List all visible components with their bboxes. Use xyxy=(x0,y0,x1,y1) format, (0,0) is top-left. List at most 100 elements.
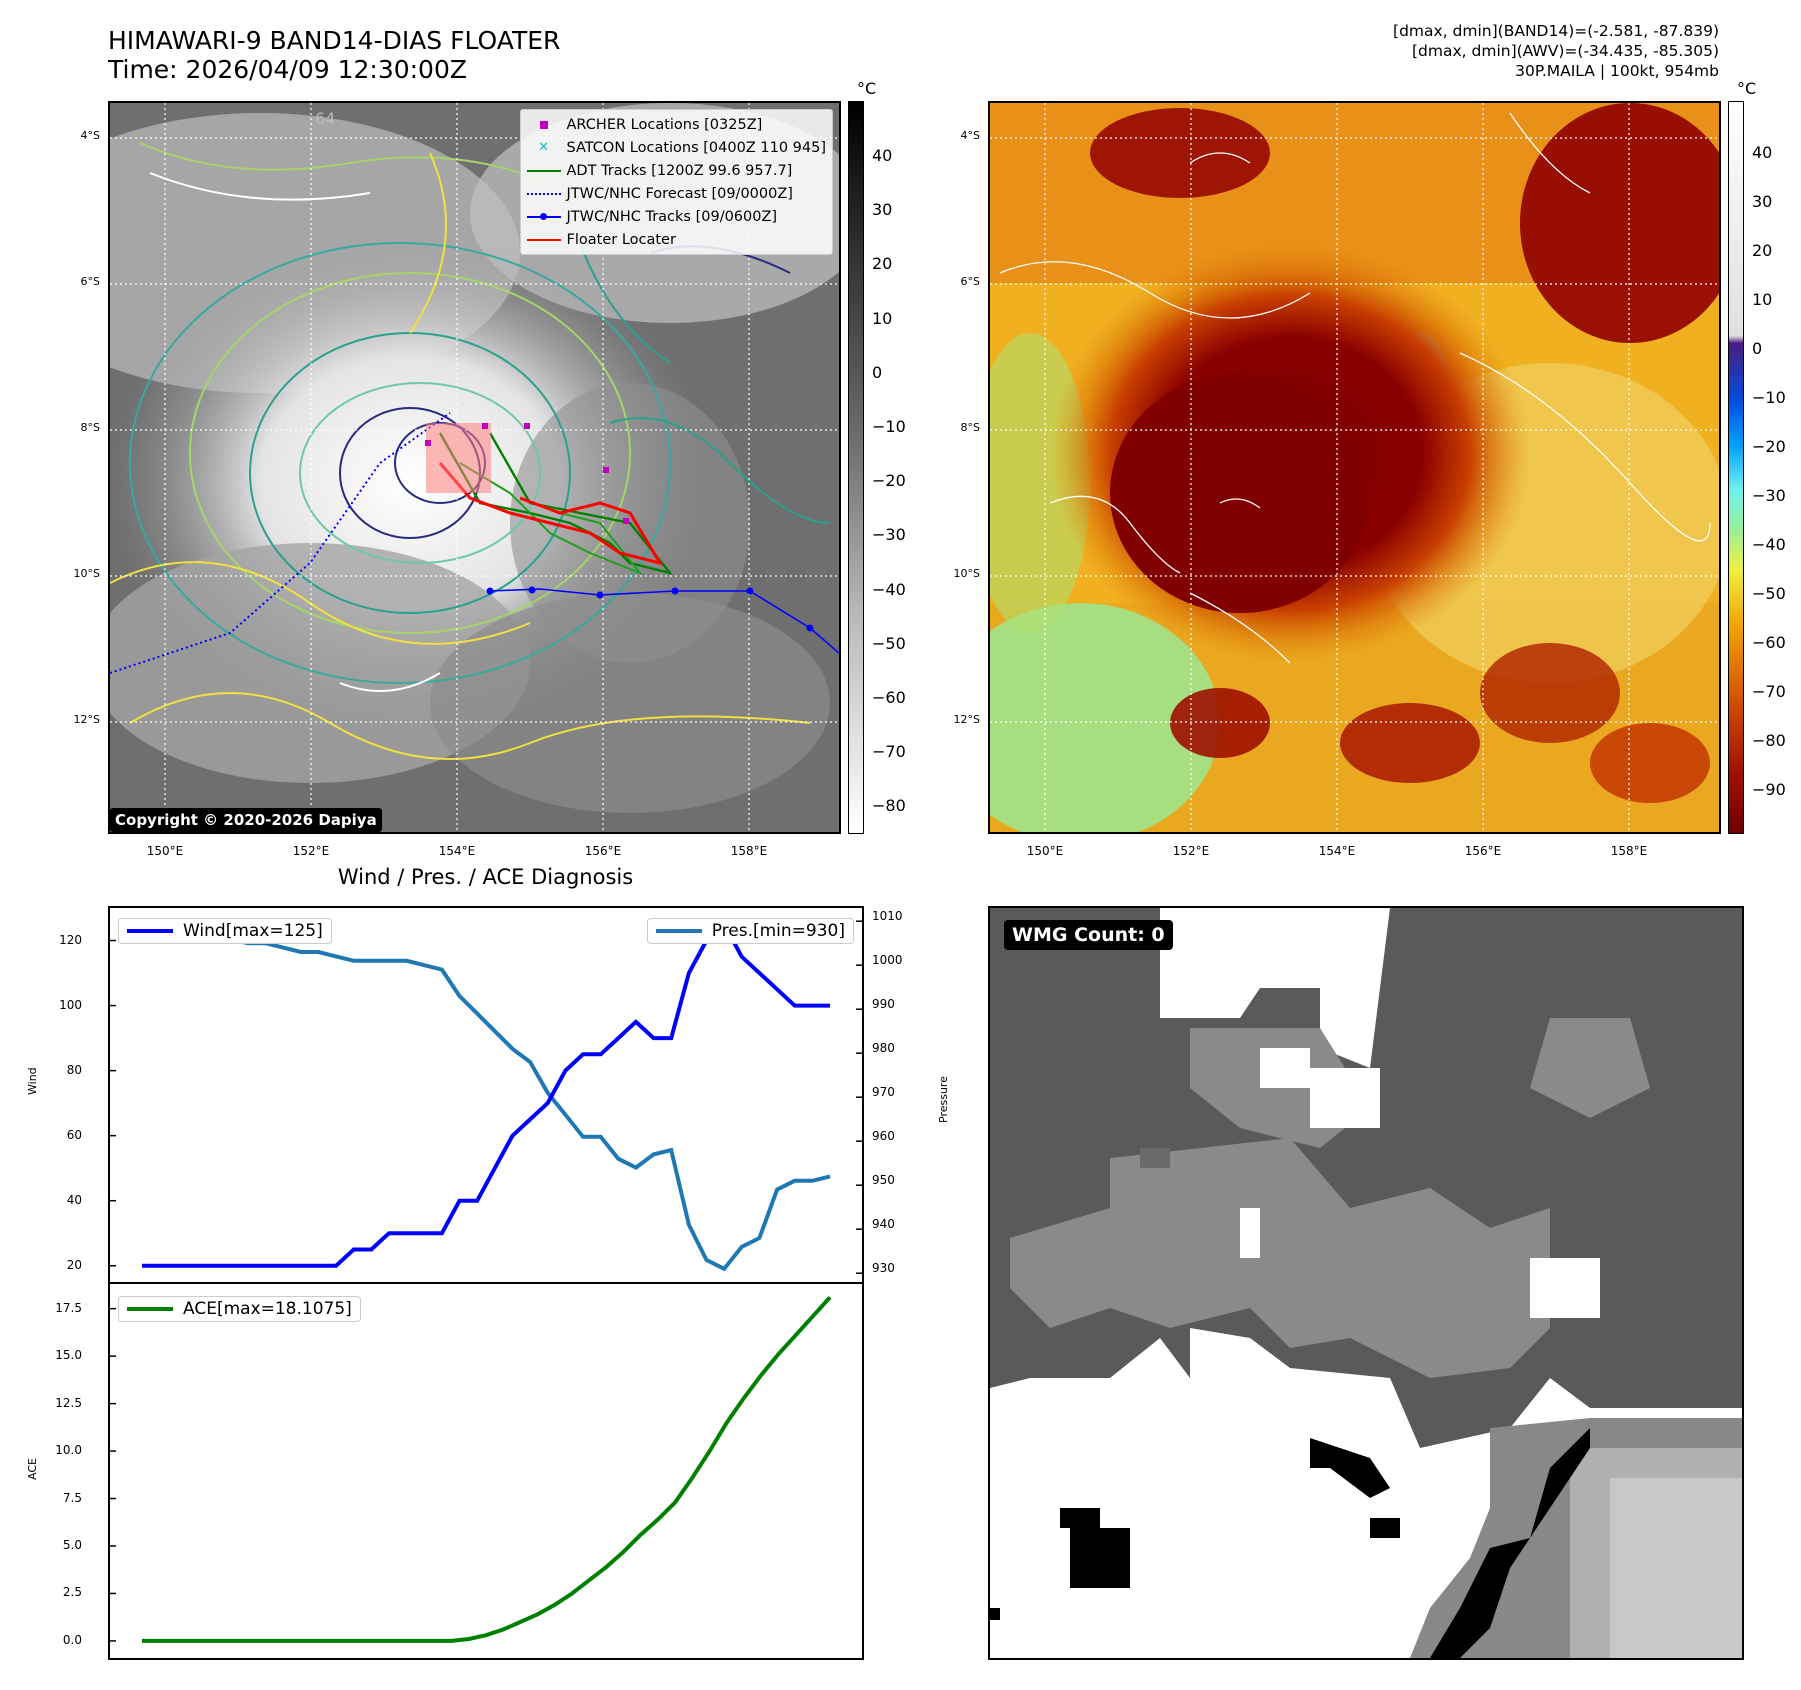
legend-floater: Floater Locater xyxy=(526,228,826,251)
axis-tick-label: 930 xyxy=(872,1260,895,1275)
figure-title-line1: HIMAWARI-9 BAND14-DIAS FLOATER xyxy=(108,26,561,55)
legend-tracks: JTWC/NHC Tracks [09/0600Z] xyxy=(526,205,826,228)
ace-axis-label: ACE xyxy=(26,1458,39,1480)
colorbar-tick-label: 30 xyxy=(872,200,893,220)
colorbar-tick-label: 10 xyxy=(872,308,893,328)
wmg-count-badge: WMG Count: 0 xyxy=(1004,920,1173,950)
colorbar-tick-label: 0 xyxy=(872,362,883,382)
lat-label: 12°S xyxy=(953,713,980,726)
colorbar-tick-label: −60 xyxy=(1752,633,1786,652)
wmg-image xyxy=(990,908,1742,1658)
ace-line-icon xyxy=(127,1307,173,1311)
awv-map-panel xyxy=(988,101,1721,834)
lon-label: 150°E xyxy=(1026,844,1064,858)
lat-label: 10°S xyxy=(953,567,980,580)
colorbar-tick-label: 20 xyxy=(1752,241,1773,260)
figure-title-line2: Time: 2026/04/09 12:30:00Z xyxy=(108,55,467,84)
axis-tick-label: 15.0 xyxy=(55,1348,82,1363)
colorbar-tick-label: −30 xyxy=(1752,486,1786,505)
axis-tick-label: 17.5 xyxy=(55,1300,82,1315)
dmax-awv-info: [dmax, dmin](AWV)=(-34.435, -85.305) xyxy=(1412,42,1719,60)
axis-tick-label: 12.5 xyxy=(55,1395,82,1410)
wind-line-icon xyxy=(127,929,173,933)
axis-tick-label: 2.5 xyxy=(62,1585,82,1600)
ace-panel: ACE[max=18.1075] xyxy=(108,1282,864,1660)
colorbar-tick-label: −40 xyxy=(1752,535,1786,554)
colorbar-tick-label: −60 xyxy=(872,688,906,707)
dotted-line-icon xyxy=(526,192,561,195)
legend-forecast: JTWC/NHC Forecast [09/0000Z] xyxy=(526,182,826,205)
axis-tick-label: 7.5 xyxy=(62,1490,82,1505)
axis-tick-label: 980 xyxy=(872,1040,895,1055)
legend-adt-label: ADT Tracks [1200Z 99.6 957.7] xyxy=(566,162,793,179)
line-icon xyxy=(526,169,561,172)
colorbar-tick-label: −30 xyxy=(872,525,906,545)
axis-tick-label: 970 xyxy=(872,1084,895,1099)
lat-label: 4°S xyxy=(960,129,980,142)
lon-label: 158°E xyxy=(1610,844,1648,858)
map-legend: ARCHER Locations [0325Z] ✕ SATCON Locatio… xyxy=(519,109,833,255)
contour-label: 64 xyxy=(315,109,335,128)
colorbar-tick-label: −40 xyxy=(872,579,906,599)
pressure-series-line xyxy=(142,928,831,1272)
colorbar-left-unit: °C xyxy=(857,79,877,98)
diagnosis-title: Wind / Pres. / ACE Diagnosis xyxy=(337,865,634,889)
wind-pressure-chart xyxy=(110,920,862,1274)
lon-label: 154°E xyxy=(438,844,476,858)
axis-tick-label: 10.0 xyxy=(55,1443,82,1458)
colorbar-tick-label: −20 xyxy=(1752,437,1786,456)
colorbar-tick-label: 10 xyxy=(1752,290,1773,309)
legend-archer-label: ARCHER Locations [0325Z] xyxy=(566,116,763,133)
lon-label: 156°E xyxy=(584,844,622,858)
axis-tick-label: 5.0 xyxy=(62,1537,82,1552)
axis-tick-label: 1010 xyxy=(872,908,903,923)
legend-satcon: ✕ SATCON Locations [0400Z 110 945] xyxy=(527,136,826,159)
pressure-legend: Pres.[min=930] xyxy=(646,918,854,944)
axis-tick-label: 940 xyxy=(872,1216,895,1231)
legend-forecast-label: JTWC/NHC Forecast [09/0000Z] xyxy=(566,185,793,202)
axis-tick-label: 60 xyxy=(66,1127,82,1142)
legend-tracks-label: JTWC/NHC Tracks [09/0600Z] xyxy=(566,208,778,225)
axis-tick-label: 990 xyxy=(872,996,895,1011)
lon-label: 152°E xyxy=(1172,844,1210,858)
lat-label: 10°S xyxy=(73,567,100,580)
lat-label: 4°S xyxy=(80,129,100,142)
colorbar-tick-label: −80 xyxy=(1752,731,1786,750)
wind-legend-label: Wind[max=125] xyxy=(183,921,323,941)
dmax-band14-info: [dmax, dmin](BAND14)=(-2.581, -87.839) xyxy=(1393,22,1719,40)
pressure-line-icon xyxy=(655,929,702,933)
wind-legend: Wind[max=125] xyxy=(118,918,332,944)
colorbar-tick-label: −70 xyxy=(1752,682,1786,701)
lat-label: 12°S xyxy=(73,713,100,726)
axis-tick-label: 1000 xyxy=(872,952,903,967)
ace-chart xyxy=(110,1295,832,1643)
wmg-panel: WMG Count: 0 xyxy=(988,906,1744,1660)
lat-label: 6°S xyxy=(960,275,980,288)
lat-label: 8°S xyxy=(80,421,100,434)
colorbar-tick-label: −10 xyxy=(1752,388,1786,407)
axis-tick-label: 100 xyxy=(59,997,82,1012)
wind-series-line xyxy=(142,921,830,1268)
ace-legend: ACE[max=18.1075] xyxy=(118,1296,361,1322)
axis-tick-label: 950 xyxy=(872,1172,895,1187)
axis-tick-label: 80 xyxy=(66,1062,82,1077)
axis-tick-label: 40 xyxy=(66,1192,82,1207)
colorbar-tick-label: −80 xyxy=(872,796,906,816)
lon-label: 156°E xyxy=(1464,844,1502,858)
colorbar-tick-label: 0 xyxy=(1752,339,1763,358)
legend-floater-label: Floater Locater xyxy=(566,231,676,248)
colorbar-left xyxy=(848,101,864,834)
axis-tick-label: 0.0 xyxy=(62,1632,82,1647)
pressure-axis-label: Pressure xyxy=(937,1076,950,1123)
copyright-badge: Copyright © 2020-2026 Dapiya xyxy=(110,808,382,832)
colorbar-tick-label: −50 xyxy=(1752,584,1786,603)
lat-label: 6°S xyxy=(80,275,100,288)
colorbar-tick-label: 40 xyxy=(872,146,893,165)
colorbar-tick-label: 20 xyxy=(872,254,893,274)
legend-satcon-label: SATCON Locations [0400Z 110 945] xyxy=(566,139,826,156)
colorbar-right-unit: °C xyxy=(1737,79,1757,98)
colorbar-tick-label: −70 xyxy=(872,742,906,762)
line-icon xyxy=(526,238,561,241)
colorbar-tick-label: −20 xyxy=(872,471,906,491)
awv-map-image xyxy=(990,103,1719,832)
